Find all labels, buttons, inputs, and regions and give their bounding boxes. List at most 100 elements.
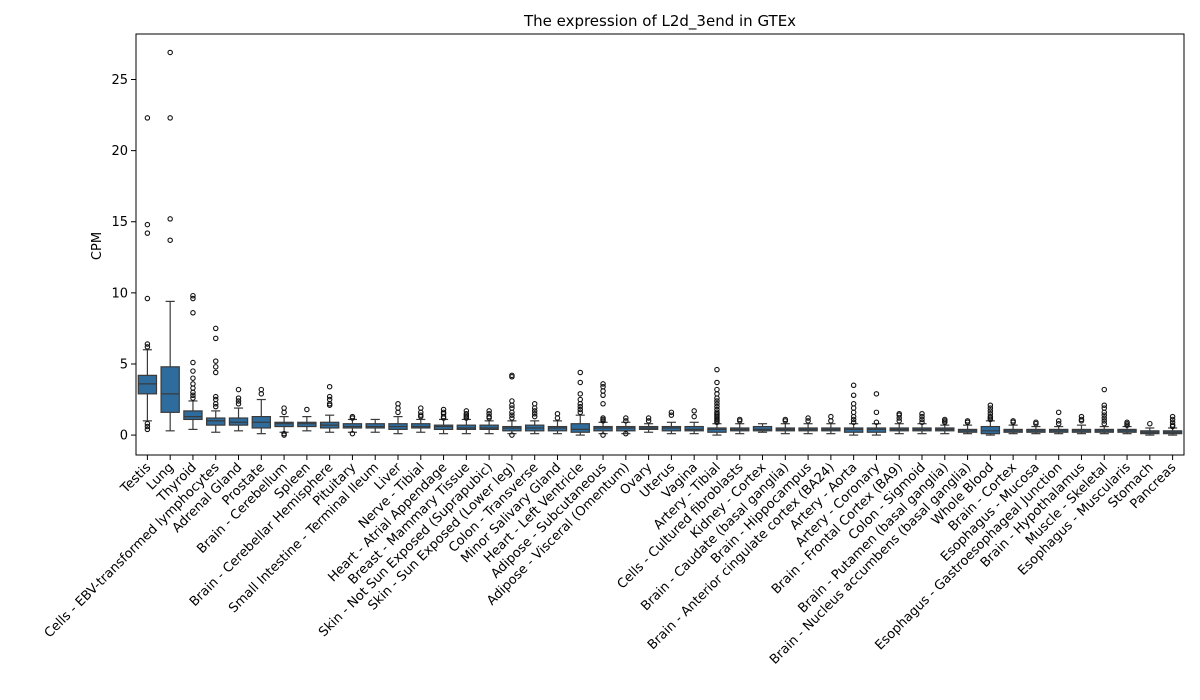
- outlier-point: [1010, 419, 1016, 426]
- outlier-point: [440, 415, 447, 421]
- box-artery-aorta: [843, 427, 864, 433]
- box-nerve-tibial: [411, 423, 431, 429]
- outlier-point: [714, 366, 720, 373]
- outlier-point: [828, 418, 834, 424]
- outlier-point: [1033, 420, 1039, 427]
- box-minor-salivary-gland: [547, 425, 568, 432]
- outlier-point: [235, 398, 242, 404]
- outlier-point: [1169, 423, 1176, 430]
- y-tick-label: 10: [111, 286, 128, 301]
- outlier-point: [326, 383, 333, 390]
- outlier-point: [509, 432, 515, 438]
- outlier-point: [509, 412, 515, 418]
- outlier-point: [645, 415, 652, 421]
- y-tick-label: 5: [120, 357, 128, 372]
- outlier-point: [896, 412, 902, 418]
- outlier-point: [144, 115, 151, 121]
- outlier-point: [1169, 416, 1176, 423]
- outlier-point: [304, 406, 310, 413]
- outlier-point: [919, 419, 925, 426]
- outlier-point: [531, 411, 538, 417]
- box-heart-atrial-appendage: [433, 424, 454, 430]
- outlier-point: [531, 405, 538, 411]
- outlier-point: [919, 416, 925, 423]
- outlier-point: [144, 420, 151, 427]
- box-small-intestine-terminal-ileum: [365, 423, 385, 429]
- outlier-point: [167, 216, 173, 222]
- outlier-point: [258, 391, 265, 397]
- box-adipose-subcutaneous: [593, 425, 613, 432]
- box-spleen: [297, 421, 317, 428]
- box-skin-not-sun-exposed-suprapubic-: [479, 424, 499, 430]
- outlier-point: [554, 415, 561, 421]
- outlier-point: [714, 379, 720, 386]
- outlier-point: [190, 295, 196, 302]
- outlier-point: [577, 403, 584, 410]
- outlier-point: [668, 409, 675, 416]
- y-tick-label: 15: [111, 215, 128, 230]
- y-tick-label: 0: [120, 429, 128, 444]
- outlier-point: [486, 408, 492, 414]
- outlier-point: [623, 415, 629, 421]
- outlier-point: [714, 419, 720, 426]
- box-testis: [137, 374, 158, 395]
- outlier-point: [167, 115, 173, 121]
- y-tick-label: 20: [111, 144, 128, 159]
- outlier-point: [418, 413, 424, 420]
- outlier-point: [190, 389, 196, 396]
- outlier-point: [1101, 386, 1108, 393]
- outlier-point: [190, 368, 196, 374]
- outlier-point: [212, 403, 219, 410]
- outlier-point: [577, 406, 584, 413]
- outlier-point: [600, 418, 606, 424]
- outlier-point: [281, 409, 287, 416]
- outlier-point: [645, 418, 652, 424]
- outlier-point: [212, 325, 219, 332]
- outlier-point: [600, 392, 606, 399]
- outlier-point: [1078, 418, 1085, 424]
- box-kidney-cortex: [752, 425, 773, 432]
- outlier-point: [1055, 409, 1062, 416]
- outlier-point: [873, 419, 880, 426]
- outlier-point: [691, 413, 697, 420]
- outlier-point: [714, 398, 720, 404]
- outlier-point: [577, 391, 584, 397]
- outlier-point: [577, 401, 584, 407]
- box-cells-ebv-transformed-lymphocytes: [206, 417, 226, 426]
- outlier-point: [1169, 413, 1176, 420]
- box-adrenal-gland: [228, 417, 249, 426]
- outlier-point: [190, 375, 196, 381]
- outlier-point: [144, 221, 151, 228]
- outlier-point: [486, 415, 492, 421]
- outlier-point: [509, 374, 515, 380]
- outlier-point: [144, 423, 151, 430]
- outlier-point: [600, 381, 606, 387]
- outlier-point: [235, 401, 242, 407]
- outlier-point: [964, 419, 971, 426]
- outlier-point: [873, 409, 880, 416]
- outlier-point: [349, 415, 356, 421]
- box-breast-mammary-tissue: [456, 424, 477, 430]
- outlier-point: [896, 415, 902, 421]
- outlier-point: [1101, 420, 1108, 427]
- outlier-point: [1055, 418, 1062, 424]
- box-uterus: [661, 425, 682, 432]
- outlier-point: [600, 401, 606, 407]
- box-lung: [160, 366, 180, 413]
- box-heart-left-ventricle: [570, 423, 590, 433]
- outlier-point: [850, 416, 857, 423]
- y-axis-label: CPM: [90, 232, 105, 260]
- outlier-point: [212, 393, 219, 400]
- outlier-point: [577, 379, 584, 386]
- outlier-point: [1101, 412, 1108, 418]
- outlier-point: [212, 401, 219, 407]
- outlier-point: [190, 395, 196, 401]
- outlier-point: [942, 419, 948, 426]
- outlier-point: [623, 418, 629, 424]
- outlier-point: [987, 405, 994, 411]
- outlier-point: [395, 409, 401, 416]
- box-vagina: [684, 425, 704, 432]
- outlier-point: [850, 413, 857, 420]
